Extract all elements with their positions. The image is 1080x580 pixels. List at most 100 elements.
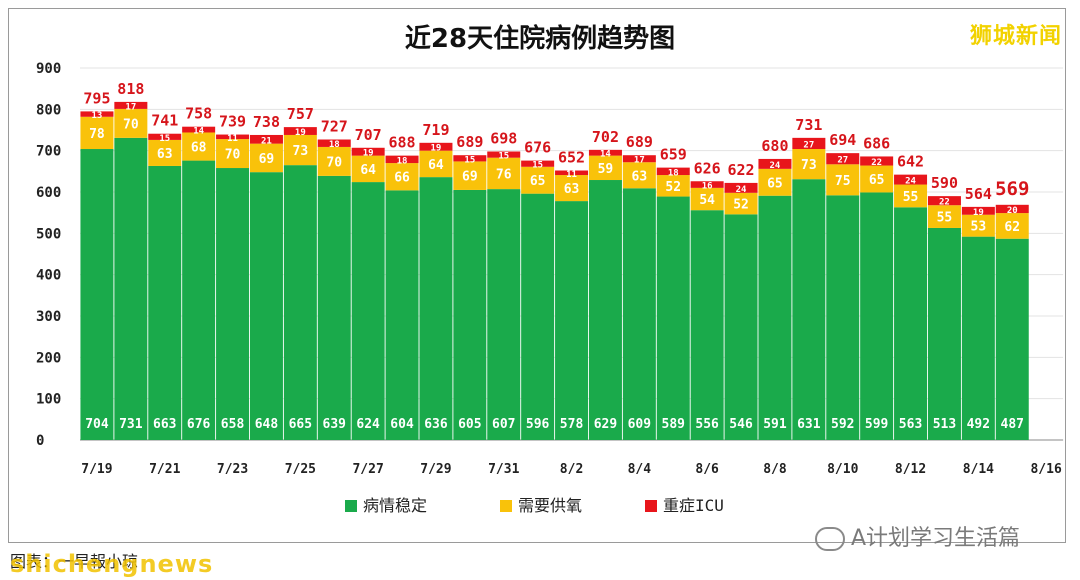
bar-segment-oxygen bbox=[385, 163, 419, 191]
bar-segment-icu bbox=[588, 149, 622, 156]
data-label-icu: 19 bbox=[431, 144, 442, 154]
bar-chart: 0 100 200 300 400 500 600 700 800 900 704 78 13 795 7/… bbox=[36, 61, 1064, 515]
x-tick-label: 7/31 bbox=[488, 462, 519, 477]
total-label: 564 bbox=[965, 185, 992, 203]
wechat-watermark: A计划学习生活篇 bbox=[815, 520, 1020, 552]
x-tick-label: 7/23 bbox=[217, 462, 248, 477]
bar-segment-stable bbox=[758, 195, 792, 440]
data-label-icu: 15 bbox=[532, 161, 543, 171]
x-tick-label: 8/6 bbox=[695, 462, 719, 477]
x-tick-label: 7/19 bbox=[81, 462, 112, 477]
data-label-oxygen: 54 bbox=[699, 193, 715, 208]
data-label-stable: 629 bbox=[594, 417, 617, 432]
data-label-oxygen: 52 bbox=[733, 198, 749, 213]
bar-segment-icu bbox=[690, 181, 724, 188]
data-label-icu: 15 bbox=[464, 155, 475, 165]
total-label: 795 bbox=[83, 89, 110, 107]
bar-segment-icu bbox=[927, 196, 961, 206]
total-label: 757 bbox=[287, 105, 314, 123]
total-label: 686 bbox=[863, 134, 890, 152]
total-label: 741 bbox=[151, 112, 178, 130]
data-label-oxygen: 69 bbox=[462, 170, 478, 185]
data-label-icu: 27 bbox=[837, 156, 848, 166]
bar-segment-stable bbox=[927, 227, 961, 440]
bar-segment-oxygen bbox=[724, 192, 758, 215]
x-tick-label: 7/25 bbox=[285, 462, 316, 477]
total-label: 676 bbox=[524, 139, 551, 157]
chart-title: 近28天住院病例趋势图 bbox=[404, 24, 676, 54]
bar-segment-oxygen bbox=[80, 116, 114, 150]
bar-segment-stable bbox=[724, 214, 758, 440]
total-label: 689 bbox=[626, 133, 653, 151]
wechat-icon bbox=[815, 527, 845, 551]
bar-segment-stable bbox=[351, 182, 385, 440]
total-label: 642 bbox=[897, 153, 924, 171]
data-label-oxygen: 55 bbox=[937, 211, 953, 226]
data-label-stable: 607 bbox=[492, 417, 515, 432]
bar-segment-oxygen bbox=[182, 132, 216, 161]
bar-segment-icu bbox=[283, 127, 317, 135]
bar-segment-oxygen bbox=[927, 205, 961, 228]
total-label: 698 bbox=[490, 129, 517, 147]
bar-segment-stable bbox=[995, 238, 1029, 440]
legend-oxygen-label: 需要供氧 bbox=[518, 496, 582, 515]
y-tick-label: 500 bbox=[36, 226, 61, 242]
data-label-oxygen: 64 bbox=[428, 158, 444, 173]
bar-segment-stable bbox=[114, 137, 148, 440]
data-label-icu: 18 bbox=[668, 168, 679, 178]
bar-segment-icu bbox=[792, 137, 826, 150]
bar-segment-icu bbox=[961, 206, 995, 215]
brand-watermark: 狮城新闻 bbox=[969, 24, 1062, 49]
chart-frame bbox=[8, 8, 1066, 543]
bar-segment-oxygen bbox=[961, 214, 995, 237]
total-label: 688 bbox=[389, 134, 416, 152]
data-label-oxygen: 65 bbox=[767, 176, 783, 191]
y-tick-label: 200 bbox=[36, 350, 61, 366]
bar-segment-stable bbox=[80, 149, 114, 440]
bar-segment-icu bbox=[758, 158, 792, 169]
bar-segment-stable bbox=[961, 236, 995, 440]
data-label-stable: 658 bbox=[221, 417, 245, 432]
legend-icu-label: 重症ICU bbox=[663, 496, 724, 515]
data-label-oxygen: 73 bbox=[801, 158, 817, 173]
x-tick-label: 8/2 bbox=[560, 462, 583, 477]
bar-segment-oxygen bbox=[860, 165, 894, 193]
data-label-icu: 18 bbox=[397, 156, 408, 166]
y-tick-label: 0 bbox=[36, 433, 44, 449]
data-label-stable: 556 bbox=[695, 417, 719, 432]
data-label-stable: 605 bbox=[458, 417, 481, 432]
data-label-stable: 631 bbox=[797, 417, 821, 432]
x-tick-label: 8/12 bbox=[895, 462, 926, 477]
bar-segment-stable bbox=[283, 165, 317, 440]
data-label-icu: 24 bbox=[770, 161, 781, 171]
data-label-stable: 546 bbox=[729, 417, 753, 432]
y-tick-label: 600 bbox=[36, 185, 61, 201]
data-label-icu: 20 bbox=[1007, 206, 1018, 216]
bar-segment-oxygen bbox=[622, 162, 656, 189]
bar-segment-oxygen bbox=[283, 134, 317, 166]
bar-segment-stable bbox=[317, 175, 351, 440]
data-label-icu: 15 bbox=[159, 134, 170, 144]
bar-segment-oxygen bbox=[521, 166, 555, 194]
data-label-stable: 663 bbox=[153, 417, 176, 432]
bar-segment-stable bbox=[792, 179, 826, 441]
data-label-oxygen: 68 bbox=[191, 141, 207, 156]
total-label: 659 bbox=[660, 146, 687, 164]
data-label-oxygen: 63 bbox=[564, 182, 580, 197]
x-tick-label: 8/16 bbox=[1030, 462, 1061, 477]
data-label-icu: 17 bbox=[634, 156, 645, 166]
total-label: 707 bbox=[355, 126, 382, 144]
data-label-oxygen: 53 bbox=[971, 220, 987, 235]
data-label-oxygen: 59 bbox=[598, 162, 614, 177]
bar-segment-icu bbox=[453, 155, 487, 162]
x-tick-label: 7/21 bbox=[149, 462, 180, 477]
y-tick-label: 900 bbox=[36, 61, 61, 77]
data-label-icu: 14 bbox=[600, 150, 611, 160]
bar-segment-stable bbox=[182, 160, 216, 440]
bar-segment-stable bbox=[453, 189, 487, 440]
data-label-icu: 19 bbox=[295, 128, 306, 138]
data-label-icu: 13 bbox=[92, 111, 103, 121]
data-label-oxygen: 64 bbox=[360, 163, 376, 178]
x-tick-label: 7/27 bbox=[352, 462, 383, 477]
bar-segment-stable bbox=[622, 188, 656, 440]
